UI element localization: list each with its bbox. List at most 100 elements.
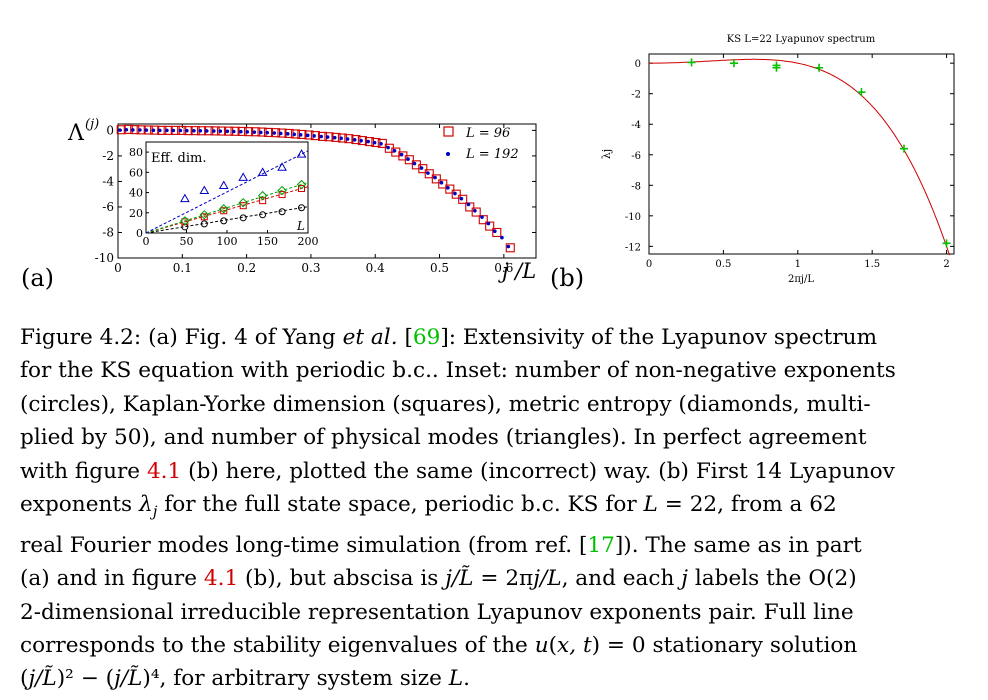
caption-text[interactable]: 17 xyxy=(587,532,615,558)
a-point-l192 xyxy=(459,196,464,201)
caption-text: (circles), Kaplan-Yorke dimension (squar… xyxy=(20,391,871,417)
a-point-l192 xyxy=(392,149,397,153)
a-point-l192 xyxy=(412,161,417,166)
a-point-l96 xyxy=(243,127,254,137)
b-xtick-label: 1 xyxy=(795,259,801,270)
b-point xyxy=(815,63,824,72)
a-point-l192 xyxy=(379,141,383,146)
inset-ytick-label: 40 xyxy=(129,187,143,200)
a-point-l192 xyxy=(185,128,189,133)
a-point-l192 xyxy=(433,175,437,180)
a-point-l96 xyxy=(418,164,428,174)
caption-text: j xyxy=(681,566,688,592)
inset-xtick-label: 0 xyxy=(143,235,150,248)
a-point-l96 xyxy=(404,155,414,165)
a-point-l192 xyxy=(500,235,504,240)
a-point-l96 xyxy=(377,138,387,148)
a-point-l192 xyxy=(231,129,236,134)
inset-point-triangle xyxy=(199,185,210,195)
caption-text: [ xyxy=(397,325,413,350)
a-point-l96 xyxy=(478,215,488,225)
caption-text: . xyxy=(463,666,470,692)
a-point-l192 xyxy=(312,134,316,138)
a-point-l192 xyxy=(419,166,424,170)
a-point-l192 xyxy=(285,132,290,136)
caption-text: (b) here, plotted the same (incorrect) w… xyxy=(181,458,895,484)
b-xtick-label: 1.5 xyxy=(864,259,880,270)
a-xtick-label: 0 xyxy=(114,261,122,275)
b-ytick-label: -8 xyxy=(631,181,641,192)
a-point-l96 xyxy=(297,129,307,140)
inset-x-label: L xyxy=(296,219,305,233)
a-point-l192 xyxy=(426,171,430,175)
inset-y-ticks: 0 20 40 60 80 xyxy=(129,146,149,240)
a-point-l192 xyxy=(325,135,330,139)
a-point-l192 xyxy=(258,130,263,135)
a-point-l192 xyxy=(178,128,183,133)
b-xtick-label: 0.5 xyxy=(715,259,731,270)
caption-text: Figure 4.2: (a) Fig. 4 of Yang xyxy=(20,325,343,350)
panel-a-y-label-sup: (j) xyxy=(85,117,99,132)
a-point-l192 xyxy=(165,128,169,133)
inset-point-triangle xyxy=(218,180,229,189)
a-point-l96 xyxy=(344,134,354,144)
inset-point-diamond xyxy=(199,210,210,220)
inset-point-diamond xyxy=(296,179,307,190)
b-point xyxy=(729,59,738,68)
inset-xtick-label: 200 xyxy=(298,235,319,248)
a-point-l192 xyxy=(118,128,122,132)
caption-text: ) = 0 stationary solution xyxy=(591,632,858,658)
inset-point-square xyxy=(200,213,208,221)
a-point-l96 xyxy=(230,126,240,136)
a-point-l96 xyxy=(471,207,481,217)
a-point-l192 xyxy=(332,135,337,140)
inset-point-triangle xyxy=(296,149,307,158)
caption-text[interactable]: 69 xyxy=(412,325,441,350)
caption-text: et al. xyxy=(342,325,398,350)
a-point-l192 xyxy=(305,133,310,138)
a-ytick-label: -2 xyxy=(102,149,114,163)
a-point-l192 xyxy=(506,244,511,249)
caption-line: 2-dimensional irreducible representation… xyxy=(20,596,978,629)
inset-point-circle xyxy=(181,223,189,231)
panel-a-inset: 0 50 100 150 200 0 20 40 60 80 Eff. dim. L xyxy=(129,141,319,248)
inset-ytick-label: 60 xyxy=(129,166,143,179)
caption-text: )⁴, for arbitrary system size xyxy=(142,666,449,692)
inset-point-circle xyxy=(278,208,286,216)
caption-text: plied by 50), and number of physical mod… xyxy=(20,425,867,451)
inset-point-triangle xyxy=(238,172,249,181)
b-ytick-label: -2 xyxy=(631,90,641,101)
a-point-l96 xyxy=(505,243,515,253)
caption-text: )² − ( xyxy=(56,666,115,692)
caption-text: ( xyxy=(20,666,29,692)
a-point-l192 xyxy=(252,130,257,134)
a-point-l96 xyxy=(445,184,455,194)
a-point-l192 xyxy=(359,138,363,143)
caption-text: L xyxy=(643,492,658,518)
caption-text: x, t xyxy=(557,632,592,658)
inset-x-ticks: 0 50 100 150 200 xyxy=(143,230,319,248)
a-xtick-label: 0.3 xyxy=(301,261,320,275)
a-point-l192 xyxy=(204,129,209,133)
caption-text[interactable]: 4.1 xyxy=(146,458,182,484)
inset-point-square xyxy=(259,197,267,205)
caption-text: j/L xyxy=(533,566,562,592)
panel-a-label: (a) xyxy=(21,264,55,292)
panel-b-frame xyxy=(648,53,955,255)
a-point-l192 xyxy=(372,140,377,145)
legend-marker-l96 xyxy=(443,126,454,137)
caption-text: L xyxy=(448,666,464,692)
caption-text[interactable]: 4.1 xyxy=(203,566,239,592)
caption-text: j xyxy=(152,502,158,521)
inset-point-square xyxy=(278,191,286,199)
a-point-l192 xyxy=(171,128,176,133)
b-xtick-label: 0 xyxy=(646,259,652,270)
a-ytick-label: 0 xyxy=(106,123,114,137)
inset-point-triangle xyxy=(180,193,190,203)
b-point xyxy=(900,144,909,153)
a-ytick-label: -4 xyxy=(102,174,114,188)
inset-fit-line xyxy=(145,181,309,234)
inset-title: Eff. dim. xyxy=(151,151,206,166)
a-point-l192 xyxy=(473,208,477,213)
inset-point-square xyxy=(298,185,306,193)
